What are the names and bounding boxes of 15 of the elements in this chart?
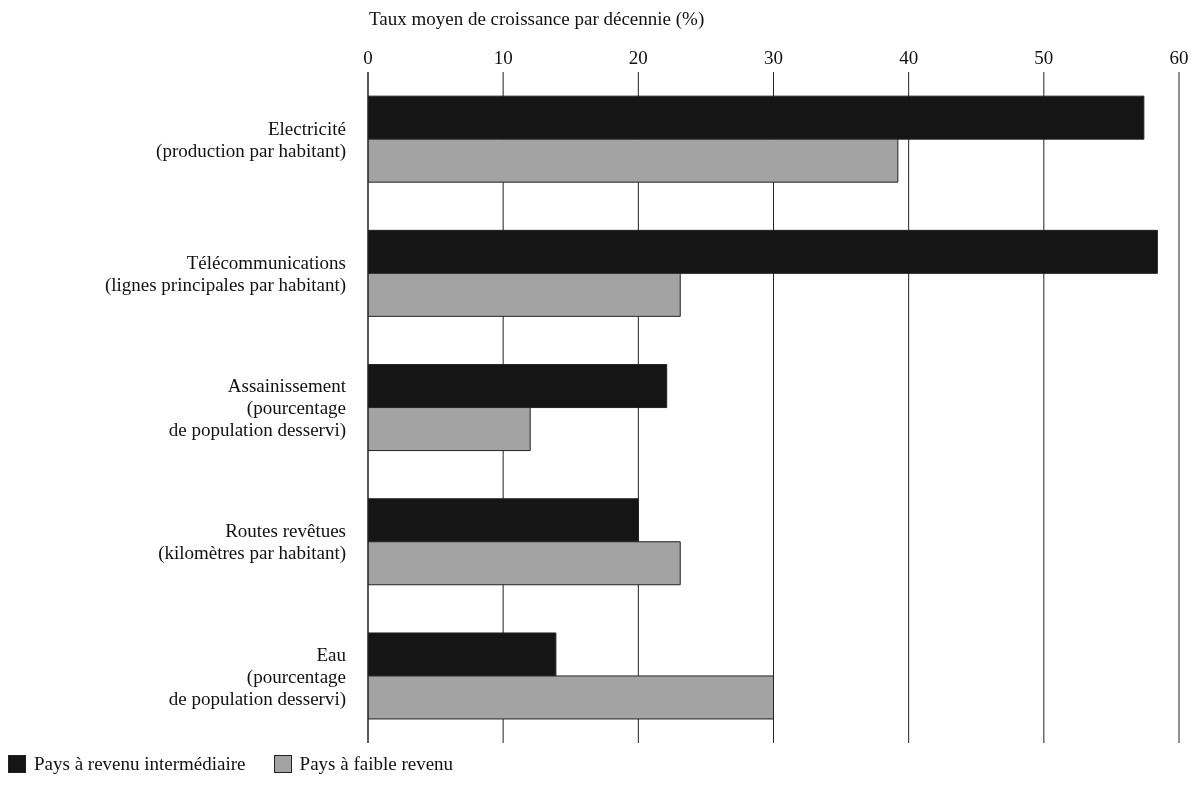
x-tick-label: 10 [493, 47, 513, 68]
legend-label: Pays à revenu intermédiaire [34, 753, 246, 775]
y-tick-label: Télécommunications (lignes principales par habitant) [104, 251, 346, 296]
y-tick-label: Routes revêtues (kilomètres par habitant) [158, 520, 346, 565]
y-tick-label: Electricité (production par habitant) [156, 117, 346, 162]
x-axis-title: Taux moyen de croissance par décennie (%) [369, 8, 705, 30]
x-tick-label: 30 [764, 47, 783, 68]
x-tick-label: 40 [899, 47, 919, 68]
x-tick-label: 20 [628, 47, 648, 68]
y-tick-label: Assainissement (pourcentage de population desservi) [168, 375, 347, 442]
y-tick-label: Eau (pourcentage de population desservi) [168, 643, 347, 710]
legend-label: Pays à faible revenu [299, 753, 454, 775]
x-tick-label: 60 [1169, 47, 1189, 68]
x-tick-label: 50 [1034, 47, 1054, 68]
x-tick-label: 0 [363, 47, 373, 68]
